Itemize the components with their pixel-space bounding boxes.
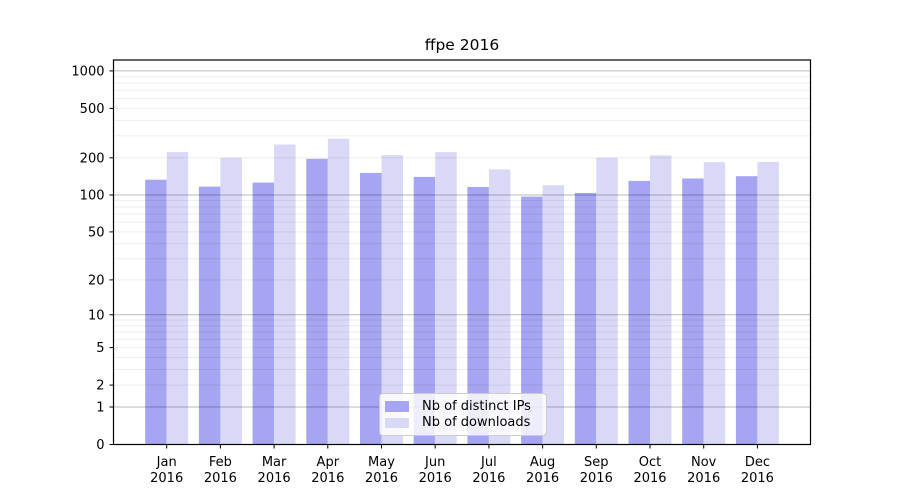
x-tick-label-aug: Aug 2016 — [526, 455, 559, 486]
x-tick-label-feb: Feb 2016 — [204, 455, 237, 486]
y-tick-label: 0 — [96, 438, 104, 453]
y-tick-label: 1000 — [71, 64, 104, 79]
bar-distinct-ips-oct — [628, 180, 650, 445]
bar-distinct-ips-dec — [735, 176, 758, 445]
bar-downloads-may — [381, 155, 403, 445]
bar-distinct-ips-jul — [467, 187, 489, 445]
legend-label-downloads: Nb of downloads — [422, 415, 531, 431]
bar-distinct-ips-sep — [574, 192, 597, 445]
bar-downloads-sep — [596, 157, 618, 445]
y-tick-label: 20 — [88, 273, 105, 288]
bar-distinct-ips-may — [360, 172, 382, 445]
axes-spines — [112, 59, 812, 446]
bar-distinct-ips-feb — [198, 186, 221, 445]
bar-downloads-mar — [274, 144, 296, 445]
x-tick-label-sep: Sep 2016 — [580, 455, 613, 486]
y-tick-label: 500 — [80, 102, 105, 117]
bar-downloads-jun — [435, 152, 457, 445]
bar-downloads-dec — [757, 161, 779, 445]
legend-item-distinct-ips: Nb of distinct IPs — [385, 400, 538, 413]
chart-title: ffpe 2016 — [424, 36, 500, 54]
y-tick-label: 1 — [96, 401, 104, 416]
x-tick-label-nov: Nov 2016 — [687, 455, 720, 486]
legend-swatch-distinct-ips-icon — [385, 401, 409, 412]
y-tick-label: 50 — [88, 225, 105, 240]
bar-downloads-jul — [488, 169, 511, 445]
x-tick-label-jun: Jun 2016 — [419, 455, 452, 486]
bar-downloads-apr — [327, 138, 350, 445]
x-tick-label-dec: Dec 2016 — [741, 455, 774, 486]
legend-swatch-downloads-icon — [385, 417, 409, 428]
bar-downloads-aug — [542, 185, 565, 445]
legend-item-downloads: Nb of downloads — [385, 416, 538, 429]
x-tick-label-mar: Mar 2016 — [258, 455, 291, 486]
legend-label-distinct-ips: Nb of distinct IPs — [422, 398, 531, 414]
x-tick-label-jan: Jan 2016 — [150, 455, 183, 486]
y-tick-label: 10 — [88, 308, 105, 323]
bar-distinct-ips-apr — [306, 158, 328, 445]
bar-distinct-ips-aug — [521, 196, 543, 445]
bar-downloads-oct — [650, 155, 672, 445]
bar-downloads-feb — [220, 157, 242, 445]
x-tick-label-oct: Oct 2016 — [633, 455, 666, 486]
y-tick-label: 200 — [80, 151, 105, 166]
x-tick-label-apr: Apr 2016 — [311, 455, 344, 486]
bar-distinct-ips-mar — [252, 182, 275, 445]
y-tick-label: 2 — [96, 379, 104, 394]
y-tick-label: 5 — [96, 341, 104, 356]
bar-downloads-jan — [166, 152, 189, 445]
bar-distinct-ips-jan — [145, 179, 167, 445]
bar-distinct-ips-jun — [413, 176, 436, 445]
x-tick-label-may: May 2016 — [365, 455, 398, 486]
legend: Nb of distinct IPs Nb of downloads — [379, 393, 547, 436]
bar-distinct-ips-nov — [682, 178, 704, 445]
y-tick-label: 100 — [80, 189, 105, 204]
x-tick-label-jul: Jul 2016 — [472, 455, 505, 486]
bar-downloads-nov — [703, 162, 726, 445]
